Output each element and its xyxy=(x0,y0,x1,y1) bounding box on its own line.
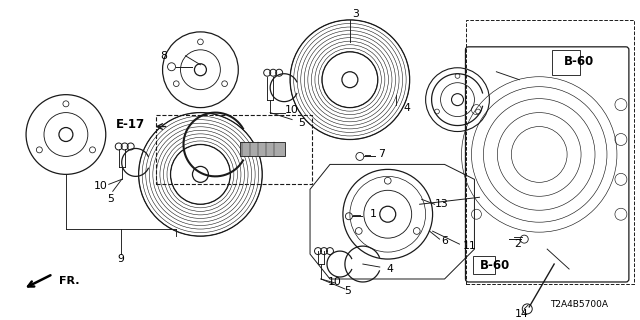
Bar xyxy=(552,50,580,75)
Text: 9: 9 xyxy=(117,254,124,264)
Bar xyxy=(156,115,312,184)
Text: 4: 4 xyxy=(403,103,410,113)
Text: 6: 6 xyxy=(441,236,448,246)
Text: 3: 3 xyxy=(353,9,359,19)
Text: 7: 7 xyxy=(378,149,385,159)
Text: 1: 1 xyxy=(369,209,376,219)
Text: 11: 11 xyxy=(463,241,476,251)
Text: FR.: FR. xyxy=(59,276,79,286)
Text: 14: 14 xyxy=(515,309,528,319)
Text: 2: 2 xyxy=(514,239,521,249)
Text: T2A4B5700A: T2A4B5700A xyxy=(550,300,608,309)
Text: B-60: B-60 xyxy=(480,259,511,272)
Bar xyxy=(240,142,285,156)
Text: 5: 5 xyxy=(299,117,305,128)
Text: 5: 5 xyxy=(344,286,351,296)
Text: 4: 4 xyxy=(387,264,393,274)
Text: 10: 10 xyxy=(94,181,108,191)
Text: 13: 13 xyxy=(435,199,449,209)
Text: B-60: B-60 xyxy=(564,55,594,68)
Text: E-17: E-17 xyxy=(116,118,145,131)
Bar xyxy=(467,20,634,284)
Text: 10: 10 xyxy=(328,277,342,287)
Bar xyxy=(474,256,495,274)
Text: 5: 5 xyxy=(108,194,114,204)
Text: 8: 8 xyxy=(160,51,167,61)
Text: 10: 10 xyxy=(285,105,299,115)
